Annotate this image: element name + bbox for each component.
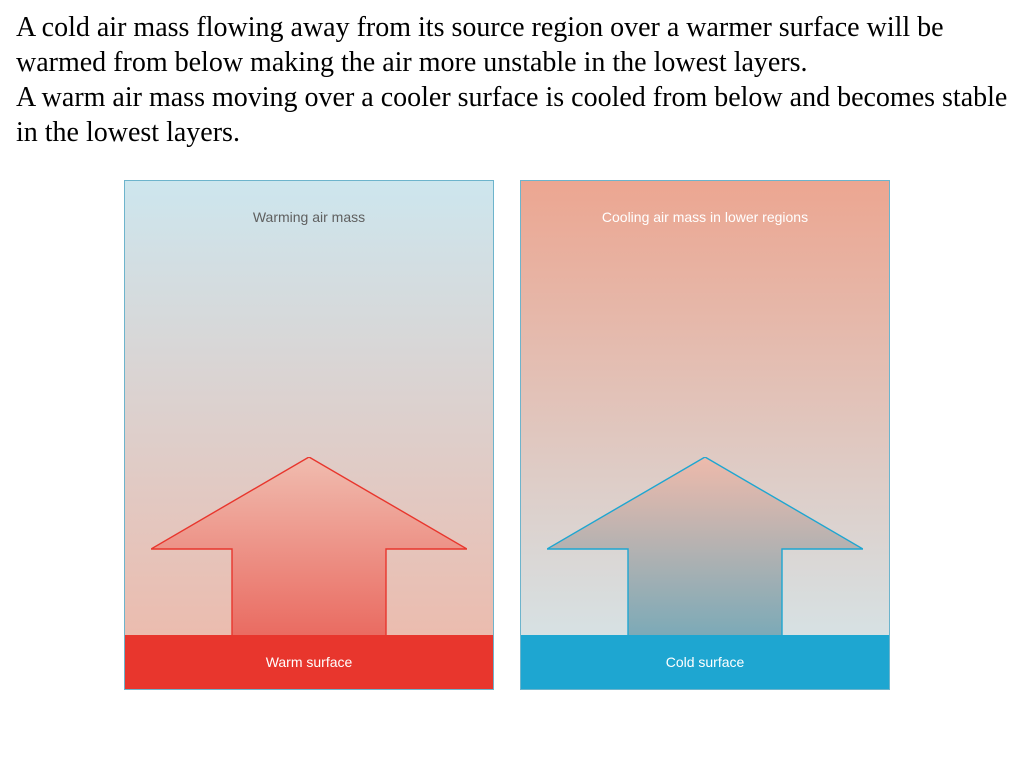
- panel-cooling-background: [521, 181, 889, 689]
- paragraph-1: A cold air mass flowing away from its so…: [16, 10, 1008, 80]
- panel-warming-background: [125, 181, 493, 689]
- panel-cooling-top-label: Cooling air mass in lower regions: [521, 209, 889, 225]
- description-block: A cold air mass flowing away from its so…: [16, 10, 1008, 150]
- panel-warming-top-label: Warming air mass: [125, 209, 493, 225]
- diagram-panels: Warming air mass Warm surface Cooling ai…: [16, 180, 1008, 690]
- panel-cooling: Cooling air mass in lower regions Cold s…: [520, 180, 890, 690]
- panel-warming-surface-label: Warm surface: [266, 654, 353, 670]
- paragraph-2: A warm air mass moving over a cooler sur…: [16, 80, 1008, 150]
- panel-warming-surface: Warm surface: [125, 635, 493, 689]
- panel-warming: Warming air mass Warm surface: [124, 180, 494, 690]
- panel-cooling-surface: Cold surface: [521, 635, 889, 689]
- panel-cooling-surface-label: Cold surface: [666, 654, 745, 670]
